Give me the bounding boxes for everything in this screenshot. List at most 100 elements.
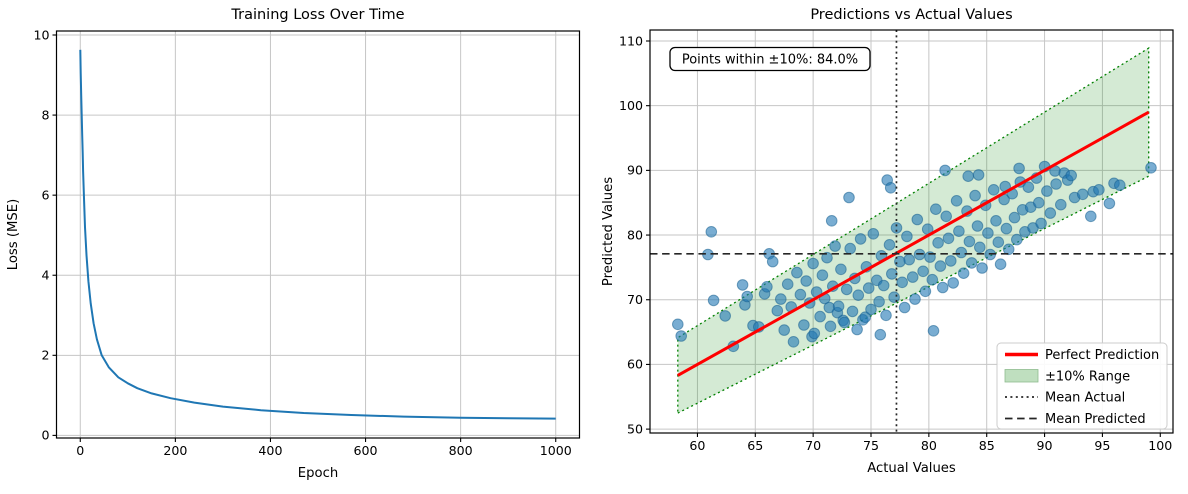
scatter-point xyxy=(926,273,939,286)
scatter-point xyxy=(896,276,909,289)
scatter-point xyxy=(825,215,838,227)
scatter-point xyxy=(794,288,807,301)
legend-label-mean-actual: Mean Actual xyxy=(1045,391,1125,406)
scatter-point xyxy=(1013,162,1025,175)
scatter-point xyxy=(672,318,684,331)
scatter-point xyxy=(1050,178,1062,190)
scatter-point xyxy=(950,195,963,207)
legend-label-range: ±10% Range xyxy=(1045,370,1130,385)
scatter-point xyxy=(707,294,720,307)
scatter-point xyxy=(862,282,875,294)
scatter-point xyxy=(1055,198,1067,211)
scatter-point xyxy=(936,281,949,294)
scatter-point xyxy=(971,220,984,232)
scatter-point xyxy=(994,258,1007,271)
left-yaxis-label: Loss (MSE) xyxy=(6,199,21,271)
scatter-point xyxy=(1103,197,1116,210)
scatter-point xyxy=(766,255,779,268)
scatter-point xyxy=(965,257,978,269)
x-tick-label: 85 xyxy=(979,438,995,453)
left-chart-title: Training Loss Over Time xyxy=(230,7,404,23)
right-chart-title: Predictions vs Actual Values xyxy=(810,7,1012,23)
x-tick-label: 1000 xyxy=(540,443,572,458)
loss-curve xyxy=(79,49,556,420)
right-xaxis-label: Actual Values xyxy=(867,461,956,476)
scatter-point xyxy=(1041,185,1053,197)
scatter-point xyxy=(877,279,890,292)
scatter-point xyxy=(1065,169,1077,182)
scatter-point xyxy=(787,336,800,348)
scatter-point xyxy=(705,226,718,238)
scatter-point xyxy=(992,236,1005,248)
scatter-point xyxy=(821,251,833,264)
left-grid xyxy=(56,31,580,438)
scatter-point xyxy=(947,277,960,289)
y-tick-label: 80 xyxy=(627,227,643,242)
left-ticks: 0 200 400 600 800 1000 0 2 4 6 8 10 xyxy=(33,27,571,458)
scatter-point xyxy=(972,169,985,181)
y-tick-label: 60 xyxy=(627,357,643,372)
scatter-point xyxy=(976,262,988,274)
scatter-point xyxy=(852,289,865,302)
y-tick-label: 110 xyxy=(619,33,643,48)
scatter-point xyxy=(927,325,940,337)
scatter-point xyxy=(1044,207,1057,219)
scatter-point xyxy=(1076,188,1089,201)
y-tick-label: 10 xyxy=(33,27,49,42)
x-tick-label: 60 xyxy=(689,438,705,453)
scatter-point xyxy=(800,275,813,287)
y-tick-label: 50 xyxy=(627,421,643,436)
left-plot-area xyxy=(79,49,556,420)
scatter-point xyxy=(930,203,942,215)
scatter-point xyxy=(919,285,932,298)
right-yaxis-label: Predicted Values xyxy=(601,177,616,286)
scatter-point xyxy=(903,253,916,266)
legend: Perfect Prediction ±10% Range Mean Actua… xyxy=(996,342,1168,430)
scatter-point xyxy=(844,242,857,255)
left-axes-frame xyxy=(55,30,581,439)
scatter-point xyxy=(814,310,826,323)
scatter-point xyxy=(835,263,847,276)
y-tick-label: 2 xyxy=(41,348,49,363)
scatter-point xyxy=(816,269,829,282)
scatter-point xyxy=(969,189,981,202)
scatter-point xyxy=(851,323,863,336)
scatter-point xyxy=(1085,210,1097,223)
x-tick-label: 65 xyxy=(747,438,763,453)
scatter-point xyxy=(1093,184,1105,196)
scatter-point xyxy=(917,265,929,278)
scatter-point xyxy=(807,257,819,270)
scatter-point xyxy=(901,230,913,243)
scatter-point xyxy=(1000,222,1013,235)
scatter-point xyxy=(883,239,896,251)
scatter-point xyxy=(719,310,732,322)
scatter-point xyxy=(761,281,773,293)
right-axes-frame xyxy=(649,29,1174,434)
scatter-point xyxy=(987,184,1000,196)
scatter-point xyxy=(909,293,921,305)
scatter-point xyxy=(781,278,794,291)
x-tick-label: 800 xyxy=(449,443,473,458)
y-tick-label: 8 xyxy=(41,107,49,122)
right-ticks: 60 65 70 75 80 85 90 95 100 50 60 70 80 90 100 110 xyxy=(619,33,1172,453)
scatter-point xyxy=(1011,233,1023,246)
x-tick-label: 80 xyxy=(921,438,937,453)
scatter-point xyxy=(953,225,965,237)
scatter-point xyxy=(840,283,853,296)
scatter-point xyxy=(957,267,970,280)
y-tick-label: 0 xyxy=(41,428,49,443)
x-tick-label: 0 xyxy=(76,443,84,458)
scatter-point xyxy=(859,311,872,324)
perfect-prediction-line xyxy=(677,110,1150,377)
scatter-point xyxy=(906,271,919,283)
scatter-point xyxy=(962,170,975,182)
left-chart: 0 200 400 600 800 1000 0 2 4 6 8 10 Training Loss O… xyxy=(6,7,581,481)
annotation-text: Points within ±10%: 84.0% xyxy=(682,53,858,68)
scatter-point xyxy=(939,164,951,177)
scatter-point xyxy=(838,316,851,329)
scatter-point xyxy=(824,320,837,333)
scatter-point xyxy=(736,279,749,291)
scatter-point xyxy=(934,260,947,272)
scatter-point xyxy=(798,319,810,331)
